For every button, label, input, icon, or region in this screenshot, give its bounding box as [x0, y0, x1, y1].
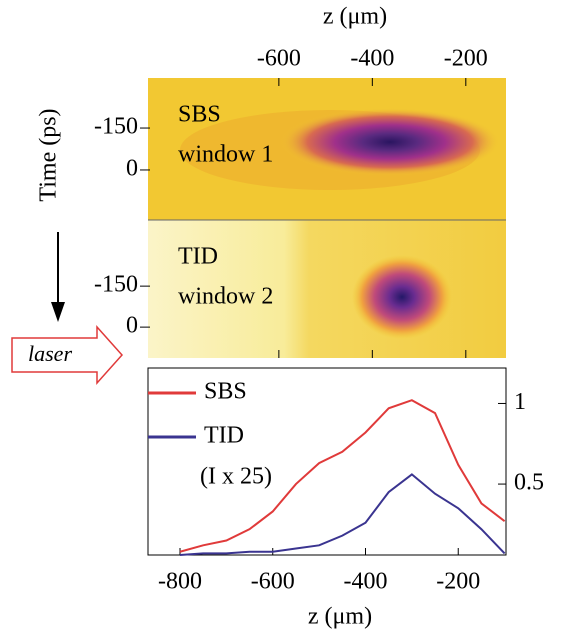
laser-arrow	[11, 325, 124, 385]
x-tick-label: -200	[444, 46, 488, 72]
blob	[352, 255, 452, 339]
y-tick-label: 0	[126, 155, 138, 181]
y-tick-label: 0.5	[514, 470, 544, 496]
y-tick-label: -150	[94, 272, 138, 298]
blob	[280, 108, 500, 176]
x-axis-title: z (μm)	[323, 4, 387, 30]
legend-label: TID	[204, 423, 244, 449]
y-axis-title: Time (ps)	[36, 108, 62, 201]
y-tick-label: -150	[94, 114, 138, 140]
x-tick-label: -600	[257, 46, 301, 72]
y-tick-label: 0	[126, 313, 138, 339]
x-axis-title: z (μm)	[308, 604, 372, 630]
heatmap-images	[148, 78, 506, 358]
x-tick-label: -200	[436, 569, 480, 595]
data-line	[179, 473, 506, 556]
y-tick-label: 1	[514, 389, 526, 415]
panel-sublabel: window 1	[178, 142, 273, 168]
data-line	[179, 399, 506, 553]
time-arrow-head	[51, 302, 65, 322]
line-plot-frame	[147, 367, 507, 556]
panel-sublabel: window 2	[178, 284, 273, 310]
x-tick-label: -400	[350, 46, 394, 72]
x-tick-label: -800	[158, 569, 202, 595]
x-tick-label: -600	[251, 569, 295, 595]
panel-label: SBS	[178, 102, 221, 128]
annotation: (I x 25)	[200, 464, 272, 490]
legend-label: SBS	[204, 379, 247, 405]
laser-label: laser	[28, 341, 72, 366]
x-tick-label: -400	[343, 569, 387, 595]
panel-label: TID	[178, 244, 218, 270]
